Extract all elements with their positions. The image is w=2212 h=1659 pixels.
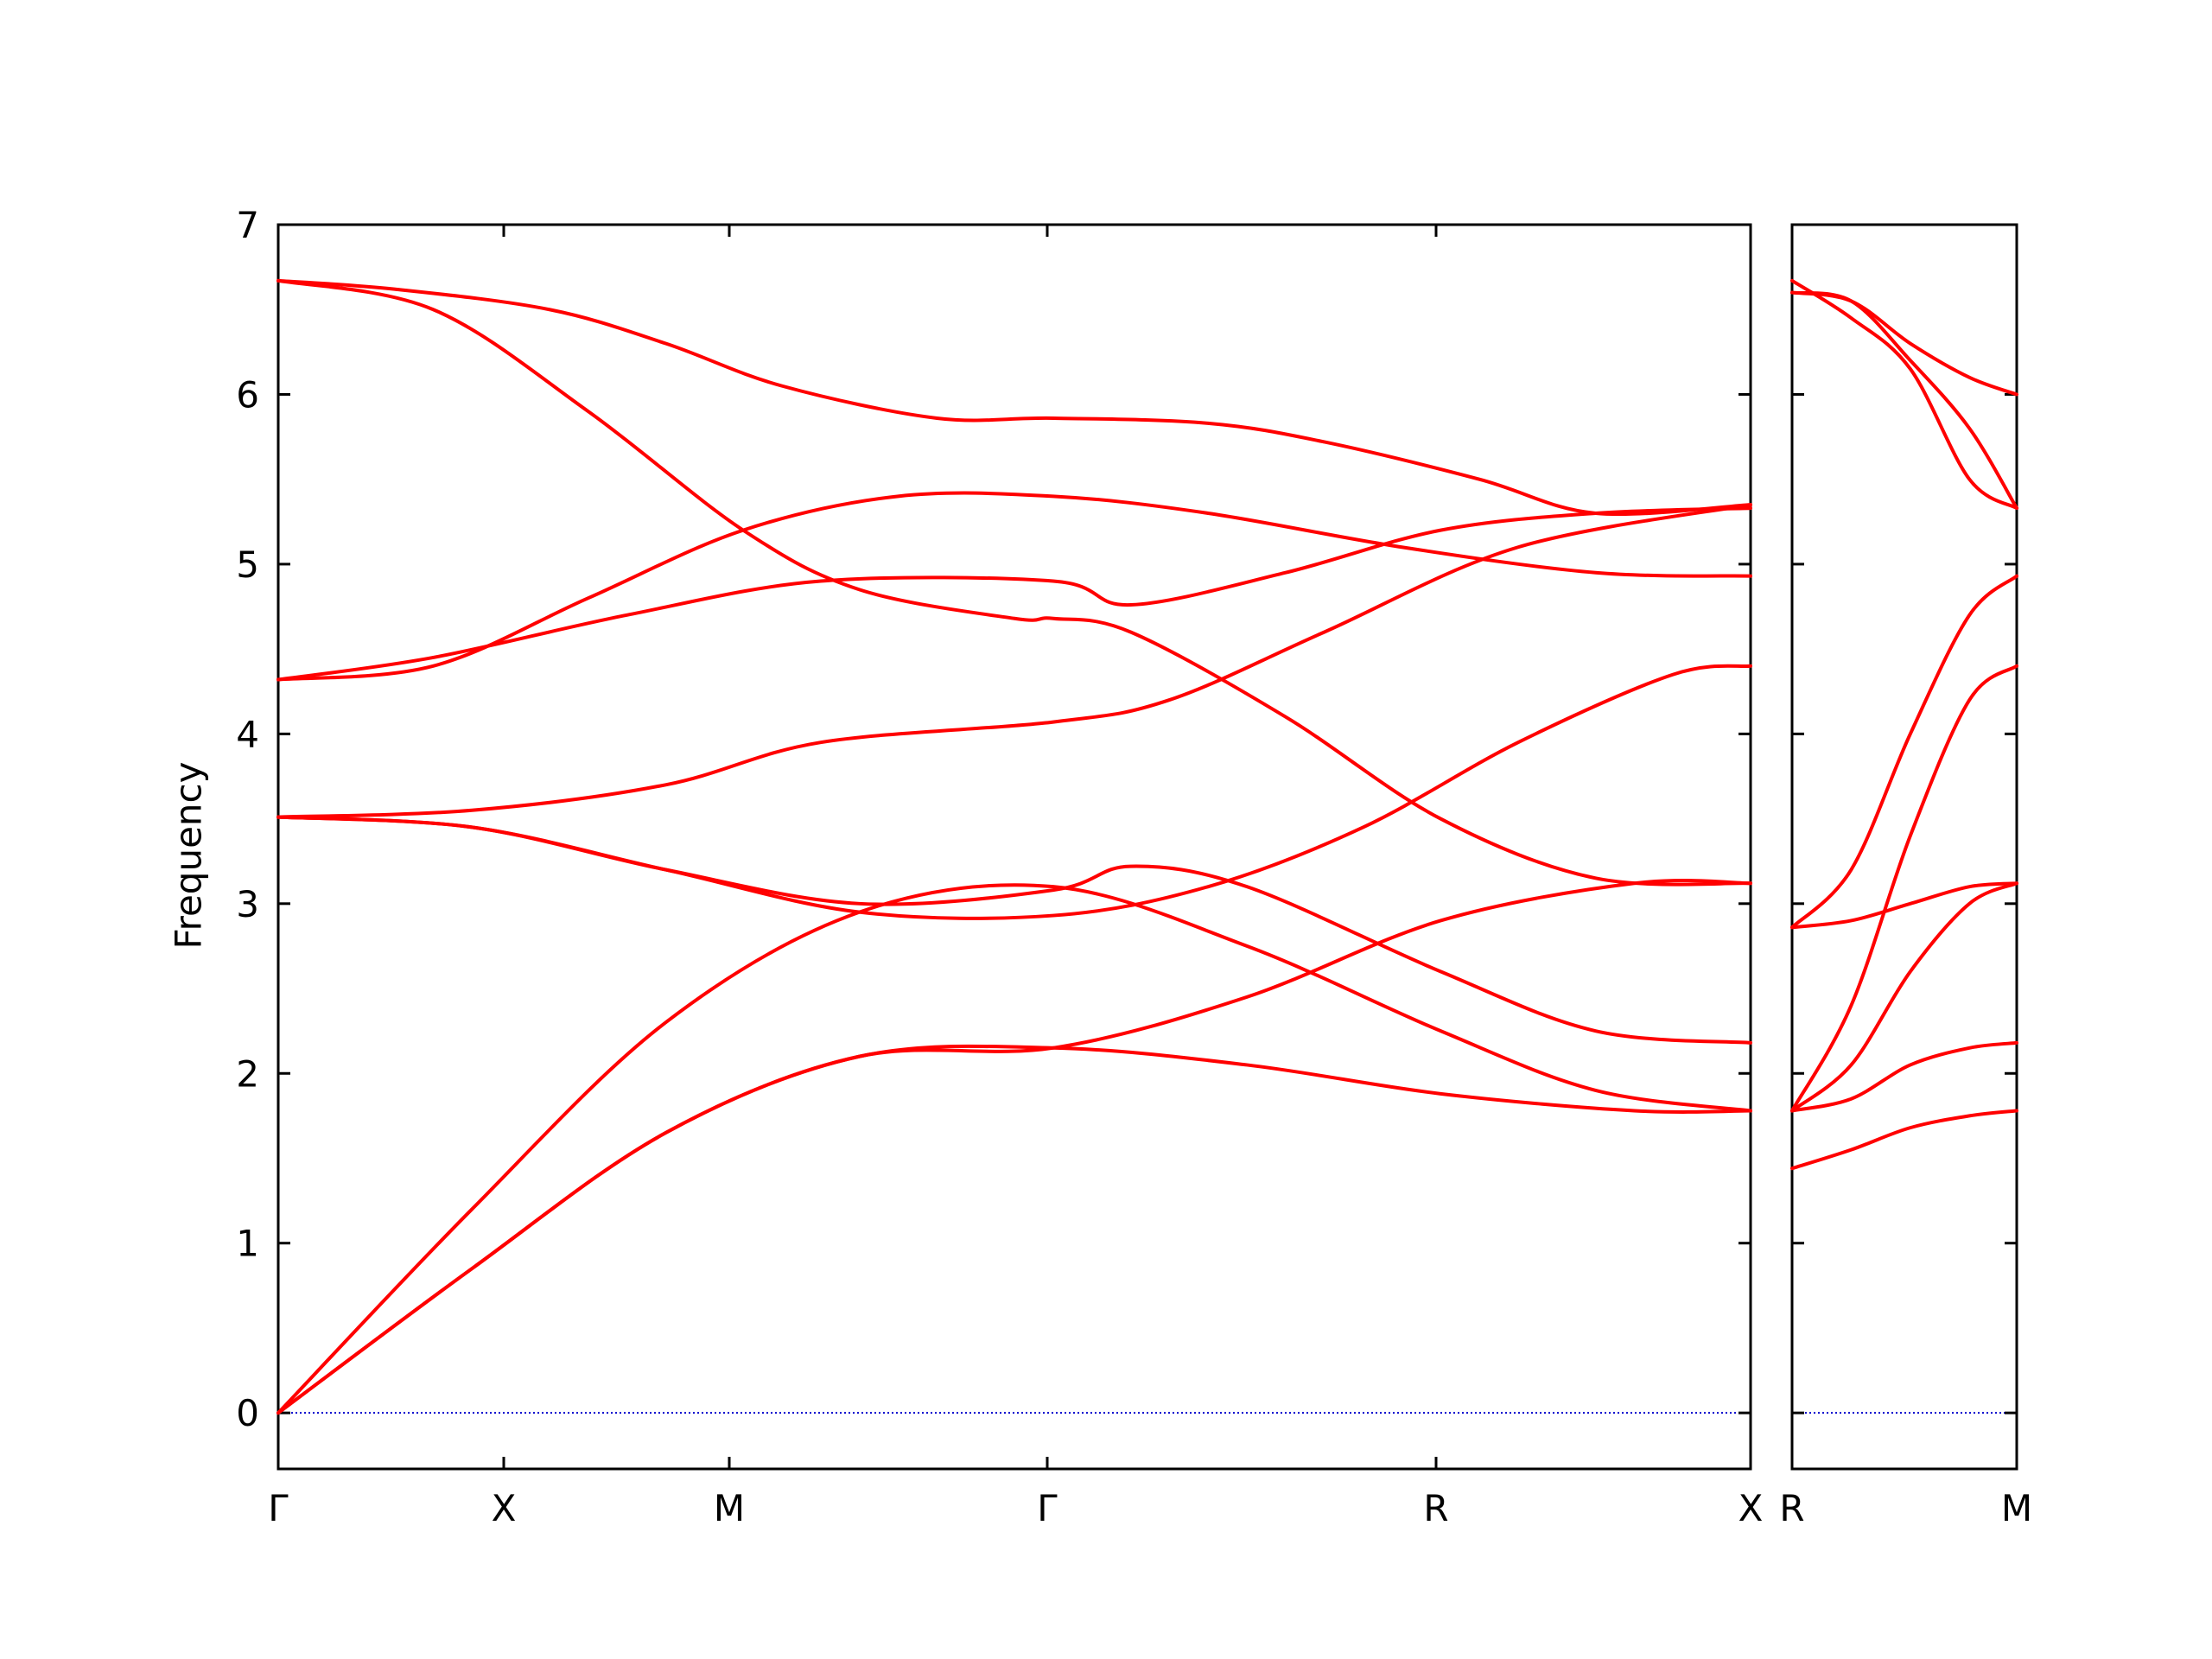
y-tick-label: 1 (236, 1223, 259, 1265)
plot-frame (276, 223, 1752, 1471)
band-line (1790, 664, 2018, 1113)
x-tick-label: X (1738, 1487, 1764, 1529)
band-line (276, 664, 1752, 920)
band-panel-main: 0 1 2 3 4 5 6 7 Γ X M Γ R X (236, 204, 1763, 1529)
plot-frame (1790, 223, 2018, 1471)
band-line (1790, 278, 2018, 511)
y-tick-label: 6 (236, 373, 259, 416)
band-line (276, 491, 1752, 682)
band-line (1790, 881, 2018, 1113)
band-line (276, 278, 1752, 887)
band-line (276, 1044, 1752, 1415)
band-line (276, 278, 1752, 517)
band-line (276, 883, 1752, 1415)
y-tick-label: 3 (236, 883, 259, 925)
y-tick-label: 7 (236, 204, 259, 246)
band-line (276, 879, 1752, 1415)
band-line (1790, 574, 2018, 930)
x-tick-label: R (1423, 1487, 1448, 1529)
band-line (276, 815, 1752, 1045)
y-tick-label: 0 (236, 1392, 259, 1434)
y-tick-label: 2 (236, 1052, 259, 1095)
x-tick-label: R (1779, 1487, 1804, 1529)
band-line (1790, 290, 2018, 511)
x-tick-label: X (492, 1487, 517, 1529)
x-tick-label: M (2001, 1487, 2032, 1529)
y-tick-label: 4 (236, 713, 259, 755)
y-tick-label: 5 (236, 543, 259, 586)
band-line (1790, 1040, 2018, 1113)
band-line (1790, 290, 2018, 397)
band-line (276, 506, 1752, 682)
x-tick-label: Γ (268, 1487, 289, 1529)
band-line (276, 503, 1752, 819)
x-tick-label: M (714, 1487, 745, 1529)
band-line (1790, 881, 2018, 930)
band-line (1790, 1109, 2018, 1171)
x-tick-label: Γ (1037, 1487, 1058, 1529)
